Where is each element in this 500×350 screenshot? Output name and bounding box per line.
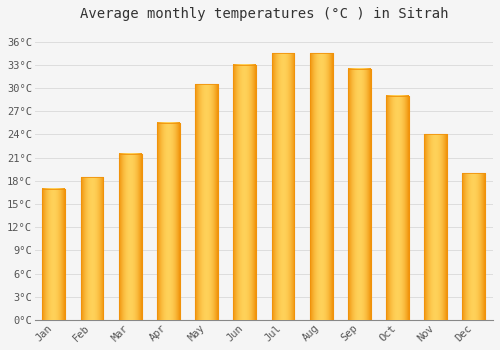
Bar [386, 96, 409, 320]
Bar [119, 154, 142, 320]
Bar [386, 96, 409, 320]
Bar [119, 154, 142, 320]
Bar [462, 173, 485, 320]
Bar [272, 53, 294, 320]
Title: Average monthly temperatures (°C ) in Sitrah: Average monthly temperatures (°C ) in Si… [80, 7, 448, 21]
Bar [157, 123, 180, 320]
Bar [195, 84, 218, 320]
Bar [272, 53, 294, 320]
Bar [348, 69, 371, 320]
Bar [424, 134, 447, 320]
Bar [80, 177, 104, 320]
Bar [234, 65, 256, 320]
Bar [310, 53, 332, 320]
Bar [42, 189, 66, 320]
Bar [462, 173, 485, 320]
Bar [348, 69, 371, 320]
Bar [157, 123, 180, 320]
Bar [80, 177, 104, 320]
Bar [234, 65, 256, 320]
Bar [42, 189, 66, 320]
Bar [310, 53, 332, 320]
Bar [424, 134, 447, 320]
Bar [195, 84, 218, 320]
